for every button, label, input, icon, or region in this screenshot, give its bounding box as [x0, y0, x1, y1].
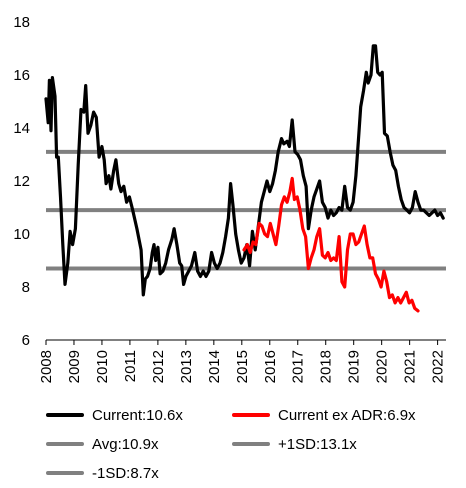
legend-item: Current:10.6x	[46, 404, 183, 426]
legend-swatch	[46, 413, 84, 417]
valuation-line-chart: 6 8 10 12 14 16 18 2008 2009 2010 2011 2012 2013 201…	[13, 14, 447, 383]
legend-label: +1SD:13.1x	[278, 435, 357, 453]
series-lines	[44, 44, 445, 313]
x-tick-label: 2011	[122, 350, 139, 382]
x-tick-label: 2010	[94, 350, 111, 383]
x-tick-label: 2009	[66, 350, 83, 383]
legend-swatch	[46, 442, 84, 446]
x-tick-label: 2013	[178, 350, 195, 383]
legend-item: Current ex ADR:6.9x	[232, 404, 416, 426]
y-tick-label: 16	[13, 67, 30, 84]
x-axis-ticks: 2008 2009 2010 2011 2012 2013 2014 2015 2016 2017…	[38, 340, 447, 383]
y-tick-label: 18	[13, 14, 30, 31]
y-axis-ticks: 6 8 10 12 14 16 18	[13, 14, 30, 349]
y-tick-label: 6	[22, 332, 30, 349]
legend-item: -1SD:8.7x	[46, 462, 159, 484]
y-tick-label: 8	[22, 279, 30, 296]
x-tick-label: 2020	[374, 350, 391, 383]
legend-swatch	[46, 471, 84, 475]
legend-item: +1SD:13.1x	[232, 433, 357, 455]
x-tick-label: 2014	[206, 350, 223, 383]
x-tick-label: 2019	[346, 350, 363, 383]
legend-label: Avg:10.9x	[92, 435, 159, 453]
legend-swatch	[232, 442, 270, 446]
reference-lines	[46, 149, 446, 271]
x-tick-label: 2022	[430, 350, 447, 383]
x-tick-label: 2012	[150, 350, 167, 383]
x-tick-label: 2018	[318, 350, 335, 383]
series-line-0	[44, 44, 445, 297]
x-tick-label: 2008	[38, 350, 55, 383]
y-tick-label: 12	[13, 173, 30, 190]
legend-label: Current ex ADR:6.9x	[278, 406, 416, 424]
x-tick-label: 2017	[290, 350, 307, 383]
legend: Current:10.6x Current ex ADR:6.9x Avg:10.9…	[0, 400, 466, 488]
x-tick-label: 2016	[262, 350, 279, 383]
y-tick-label: 14	[13, 120, 30, 137]
legend-label: Current:10.6x	[92, 406, 183, 424]
legend-label: -1SD:8.7x	[92, 464, 159, 482]
x-tick-label: 2015	[234, 350, 251, 383]
x-tick-label: 2021	[402, 350, 419, 383]
legend-item: Avg:10.9x	[46, 433, 158, 455]
legend-swatch	[232, 413, 270, 417]
y-tick-label: 10	[13, 226, 30, 243]
series-line-1	[242, 176, 420, 313]
